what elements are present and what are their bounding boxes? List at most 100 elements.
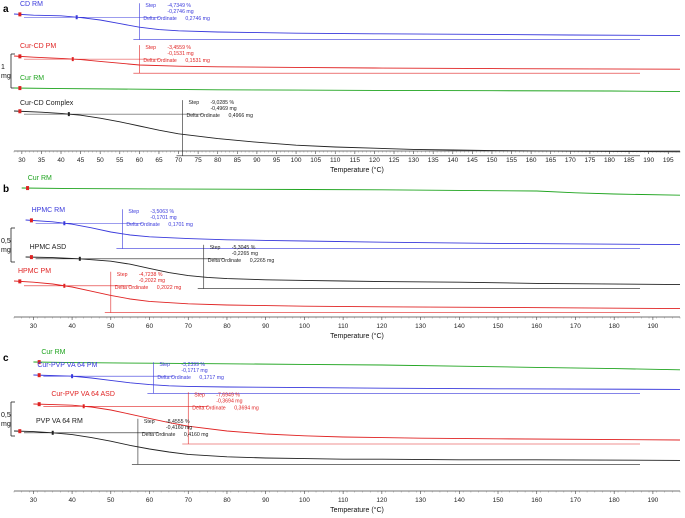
series-label: CD RM xyxy=(20,1,43,8)
panel-a: 30 35 40 45 50 55 60 65 70 75 80 85 90 95 100 105 110 115… xyxy=(1,1,681,174)
step-annotation: Step xyxy=(117,272,128,278)
x-tick-label: 50 xyxy=(97,157,105,164)
x-tick-label: 50 xyxy=(107,497,115,504)
series-line-hpmc-pm xyxy=(13,280,681,310)
x-tick-label: 65 xyxy=(155,157,163,164)
x-tick-label: 190 xyxy=(647,323,658,330)
x-tick-label: 100 xyxy=(299,497,310,504)
x-tick-label: 170 xyxy=(570,323,581,330)
x-tick-label: 70 xyxy=(185,497,193,504)
step-annotation: -7,6949 % xyxy=(216,392,240,398)
x-tick-label: 160 xyxy=(526,157,537,164)
x-tick-label: 30 xyxy=(30,497,38,504)
series-label: Cur-CD Complex xyxy=(20,100,74,107)
onset-marker xyxy=(71,374,74,379)
x-tick-label: 85 xyxy=(234,157,242,164)
step-annotation: 0,2022 mg xyxy=(157,285,182,291)
scale-bar-unit: mg xyxy=(1,247,11,254)
x-tick-label: 130 xyxy=(415,323,426,330)
x-tick-label: 100 xyxy=(291,157,302,164)
x-tick-label: 125 xyxy=(389,157,400,164)
onset-marker xyxy=(78,256,81,261)
x-tick-label: 70 xyxy=(185,323,193,330)
panel-label-a: a xyxy=(3,4,9,15)
step-annotation: -0,2746 mg xyxy=(167,9,193,15)
step-annotation: -9,0285 % xyxy=(210,100,234,106)
step-annotation: Delta Ordinate xyxy=(143,58,177,64)
series-label: HPMC RM xyxy=(32,207,66,214)
x-tick-label: 90 xyxy=(253,157,261,164)
panel-b: 30 40 50 60 70 80 90 100 110 120 130 140 150 160 170 18… xyxy=(1,175,681,340)
step-annotation: 0,1701 mg xyxy=(168,222,193,228)
onset-marker xyxy=(75,15,78,20)
x-axis-label: Temperature (°C) xyxy=(330,332,384,340)
x-tick-label: 150 xyxy=(493,323,504,330)
x-tick-label: 55 xyxy=(116,157,124,164)
step-annotation: Delta Ordinate xyxy=(157,375,191,381)
start-marker xyxy=(29,255,33,260)
series-label: Cur RM xyxy=(28,175,52,182)
step-annotation: Step xyxy=(144,419,155,425)
x-tick-label: 140 xyxy=(454,323,465,330)
x-tick-label: 160 xyxy=(531,323,542,330)
x-tick-label: 110 xyxy=(338,323,349,330)
x-tick-label: 170 xyxy=(565,157,576,164)
series-label: HPMC ASD xyxy=(30,244,67,251)
onset-marker xyxy=(71,57,74,62)
x-tick-label: 150 xyxy=(493,497,504,504)
onset-marker xyxy=(63,221,66,226)
x-tick-label: 115 xyxy=(350,157,361,164)
x-tick-label: 180 xyxy=(604,157,615,164)
x-tick-label: 75 xyxy=(195,157,203,164)
step-annotation: -3,4559 % xyxy=(167,45,191,51)
step-annotation: 0,4966 mg xyxy=(228,113,253,119)
step-annotation: 0,1717 mg xyxy=(199,375,224,381)
scale-bar-unit: mg xyxy=(1,421,11,428)
x-tick-label: 190 xyxy=(643,157,654,164)
x-tick-label: 30 xyxy=(18,157,26,164)
onset-marker xyxy=(82,404,85,409)
series-label: PVP VA 64 RM xyxy=(36,418,83,425)
step-annotation: -0,2022 mg xyxy=(139,278,165,284)
start-marker xyxy=(37,360,41,365)
series-label: Cur-CD PM xyxy=(20,43,56,50)
series-line-cur-cd-pm xyxy=(13,55,681,70)
x-tick-label: 60 xyxy=(146,323,154,330)
x-tick-label: 130 xyxy=(408,157,419,164)
panel-label-b: b xyxy=(3,184,9,195)
start-marker xyxy=(37,402,41,407)
x-tick-label: 120 xyxy=(369,157,380,164)
x-tick-label: 145 xyxy=(467,157,478,164)
series-label: Cur-PVP VA 64 PM xyxy=(37,362,97,369)
x-tick-label: 70 xyxy=(175,157,183,164)
step-annotation: 0,2746 mg xyxy=(185,16,210,22)
series-line-cur-rm xyxy=(33,361,681,371)
x-tick-label: 30 xyxy=(30,323,38,330)
series-line-cur-pvp-va-64-asd xyxy=(33,403,681,441)
x-tick-label: 120 xyxy=(376,323,387,330)
step-annotation: -0,1717 mg xyxy=(181,368,207,374)
x-tick-label: 40 xyxy=(57,157,65,164)
start-marker xyxy=(37,373,41,378)
series-line-cd-rm xyxy=(13,13,681,37)
series-label: Cur RM xyxy=(20,75,44,82)
start-marker xyxy=(18,86,22,91)
step-annotation: Delta Ordinate xyxy=(126,222,160,228)
x-tick-label: 35 xyxy=(38,157,46,164)
step-annotation: -8,4555 % xyxy=(166,419,190,425)
x-tick-label: 180 xyxy=(609,323,620,330)
step-annotation: Delta Ordinate xyxy=(142,432,176,438)
series-line-hpmc-rm xyxy=(25,219,681,246)
onset-marker xyxy=(63,283,66,288)
scale-bar-value: 0,5 xyxy=(1,238,11,245)
x-tick-label: 90 xyxy=(262,323,270,330)
step-annotation: 0,4160 mg xyxy=(184,432,209,438)
x-tick-label: 80 xyxy=(214,157,222,164)
step-annotation: Step xyxy=(188,100,199,106)
start-marker xyxy=(18,54,22,59)
step-annotation: Delta Ordinate xyxy=(192,405,226,411)
step-annotation: -3,5063 % xyxy=(150,209,174,215)
x-tick-label: 170 xyxy=(570,497,581,504)
series-line-hpmc-asd xyxy=(25,256,681,286)
x-axis-label: Temperature (°C) xyxy=(330,166,384,174)
